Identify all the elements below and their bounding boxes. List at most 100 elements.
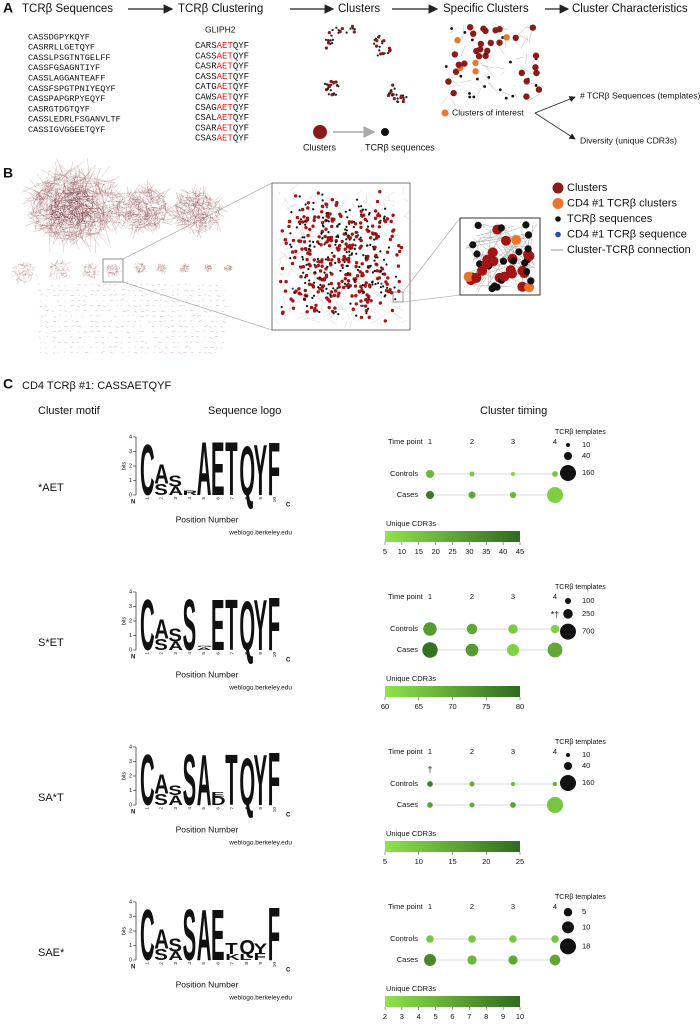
logo-letter: Q (239, 431, 255, 510)
network-node (355, 274, 360, 278)
network-node (373, 259, 376, 262)
network-edge (325, 199, 336, 204)
network-node (487, 39, 494, 47)
network-edge (281, 232, 290, 243)
clustered-sequence: CASSAETQYF (195, 52, 249, 62)
characteristic: # TCRβ Sequences (templates) (580, 90, 700, 100)
network-node (295, 226, 298, 229)
network-node (289, 257, 292, 260)
cluster-row (39, 309, 225, 313)
logo-letter: G (197, 645, 213, 647)
network-edge (482, 65, 494, 69)
network-edge (368, 193, 373, 197)
network-edge (338, 226, 349, 233)
network-node (354, 264, 358, 269)
network-edge (340, 198, 347, 209)
logo-position: 3 (173, 807, 179, 810)
size-legend-label: 18 (582, 941, 590, 950)
network-node (350, 24, 355, 28)
network-node (347, 286, 350, 289)
network-node (327, 305, 331, 310)
network-node (297, 291, 301, 295)
network-node (350, 252, 354, 255)
network-node (359, 225, 363, 229)
network-node (341, 266, 344, 270)
network-node (332, 312, 335, 315)
network-node (342, 232, 346, 236)
network-node (371, 283, 374, 286)
network-node (381, 42, 384, 45)
cluster-network (48, 259, 71, 281)
column-header: Sequence logo (208, 405, 281, 417)
logo-letter: A (154, 614, 169, 645)
network-node (444, 65, 448, 68)
network-node (323, 82, 327, 85)
logo-letter: D (211, 794, 226, 808)
timing-dot (468, 935, 476, 943)
network-node (337, 223, 340, 226)
time-point: 2 (470, 747, 474, 756)
network-node (382, 258, 386, 261)
network-edge (441, 96, 449, 104)
network-node (450, 27, 454, 30)
network-edge (526, 73, 529, 75)
network-node (305, 263, 308, 266)
network-node (280, 305, 283, 309)
column-header: Cluster motif (38, 405, 101, 417)
cluster-row (40, 314, 222, 318)
network-node (347, 260, 351, 264)
network-node (309, 305, 314, 310)
sequence-part: CSAR (195, 124, 217, 134)
network-node (472, 68, 479, 75)
network-node (336, 248, 340, 252)
network-node (318, 276, 321, 279)
network-edge (370, 320, 378, 324)
network-node (385, 263, 388, 266)
network-node (319, 283, 322, 286)
network-node (320, 220, 325, 225)
network-node (337, 282, 341, 286)
network-node (366, 254, 370, 259)
logo-letter: S (154, 945, 168, 963)
network-node (477, 265, 488, 276)
network-edge (366, 193, 368, 204)
sequence: CASSFSPGTPNIYEQYF (28, 84, 116, 94)
network-node (327, 283, 330, 286)
network-edge (341, 305, 344, 313)
network-node (476, 77, 479, 81)
network-node (308, 240, 311, 243)
timing-dot (506, 643, 520, 657)
network-node (354, 244, 357, 247)
network-node (330, 34, 333, 37)
network-node (305, 295, 308, 298)
network-edge (283, 197, 289, 205)
network-node (450, 89, 457, 97)
network-node (304, 223, 307, 226)
network-node (356, 268, 360, 272)
zoom-line (122, 281, 273, 331)
network-node (330, 224, 334, 229)
network-edge (309, 237, 313, 247)
network-node (323, 243, 326, 246)
network-node (378, 301, 383, 305)
network-node (332, 254, 336, 258)
time-label: Time point (388, 592, 424, 601)
timing-dot (426, 470, 434, 478)
network-node (290, 261, 295, 266)
network-node (324, 38, 328, 41)
color-bar-tick-label: 10 (398, 547, 406, 556)
network-edge (354, 287, 357, 290)
network-node (320, 204, 325, 209)
network-edge (403, 215, 412, 221)
logo-xlabel: Position Number (176, 824, 239, 834)
network-node (385, 250, 390, 254)
cluster-network (164, 184, 228, 239)
logo-position: 6 (215, 807, 221, 810)
network-node (470, 30, 477, 37)
network-node (340, 26, 344, 31)
network-node (342, 285, 346, 290)
network-edge (285, 236, 294, 239)
logo-credit: weblogo.berkeley.edu (228, 840, 292, 847)
network-edge (280, 273, 284, 277)
time-point: 1 (428, 747, 432, 756)
